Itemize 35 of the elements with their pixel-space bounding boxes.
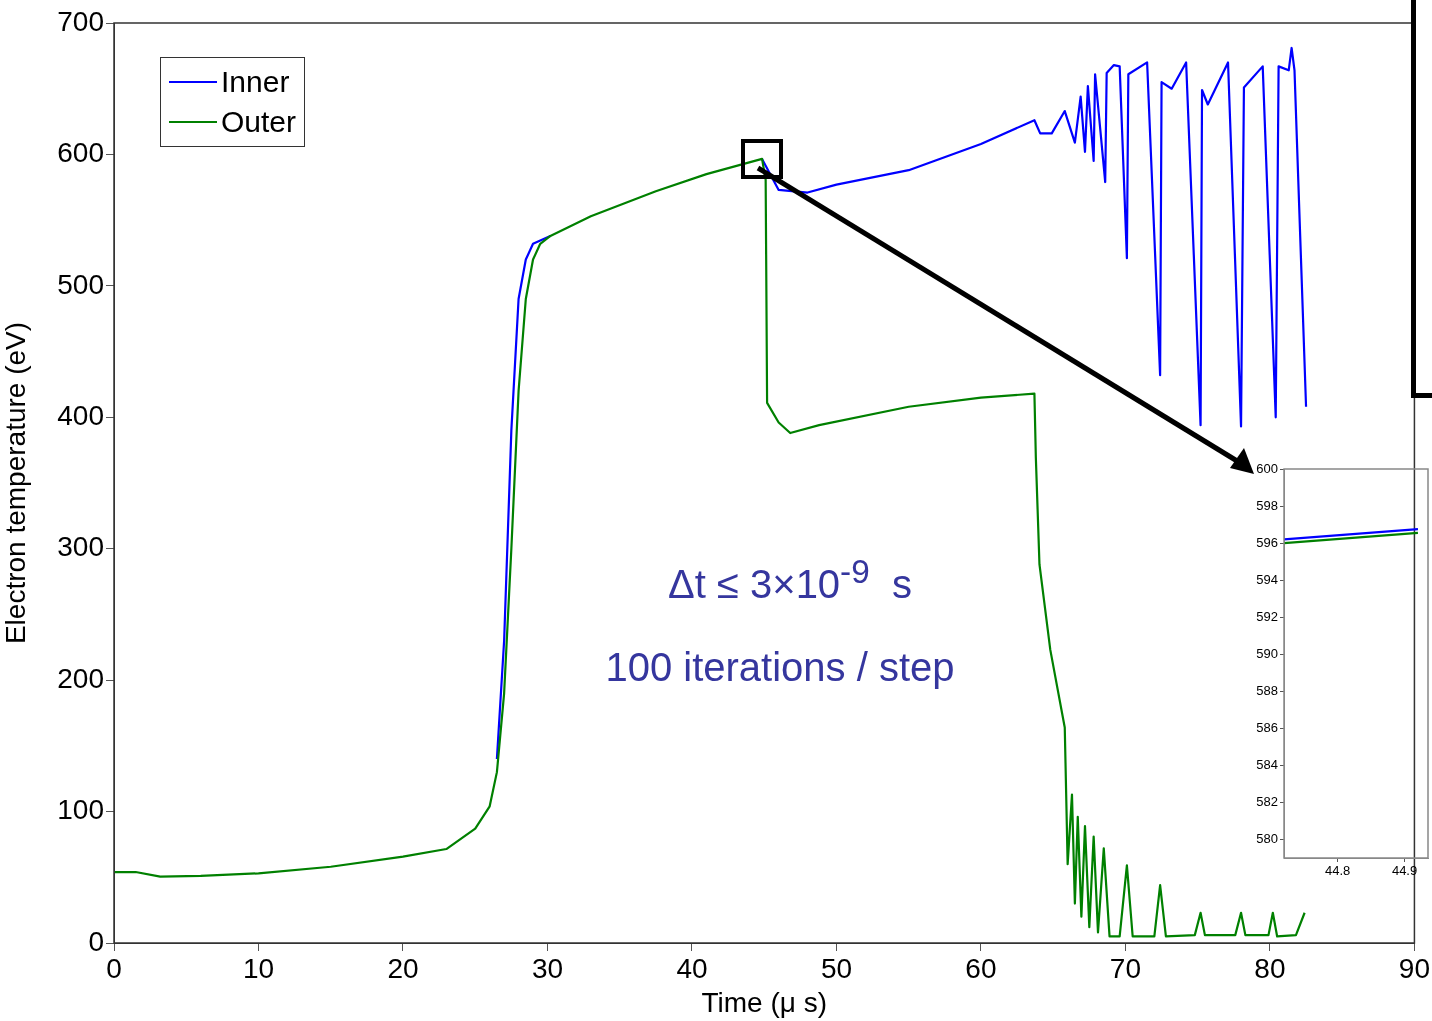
y-axis-title: Electron temperature (eV)	[0, 321, 31, 645]
y-tick-label: 400	[57, 400, 104, 431]
x-tick-label: 70	[1109, 952, 1142, 984]
x-tick-label: 10	[242, 952, 275, 984]
x-tick-label: 30	[531, 952, 564, 984]
x-axis-title: Time (μ s)	[701, 986, 827, 1018]
y-tick-label: 584	[1256, 756, 1278, 772]
legend-label: Outer	[221, 105, 297, 139]
annotation: 100 iterations / step	[605, 644, 955, 690]
x-tick-label: 20	[387, 952, 419, 984]
y-tick-label: 700	[57, 5, 104, 37]
x-tick-label: 40	[676, 952, 708, 984]
y-tick-label: 594	[1256, 571, 1278, 587]
annotation: Δt ≤ 3×10$^{-9}$ s	[668, 553, 912, 607]
legend-label: Inner	[221, 65, 290, 99]
y-tick-label: 588	[1256, 682, 1278, 698]
y-tick-label: 500	[57, 268, 104, 300]
y-tick-label: 600	[57, 137, 104, 169]
y-tick-label: 582	[1256, 794, 1278, 810]
y-tick-label: 300	[57, 531, 104, 563]
x-tick-label: 44.8	[1324, 863, 1351, 879]
x-tick-label: 50	[820, 952, 853, 984]
y-tick-label: 600	[1256, 460, 1278, 476]
x-tick-label: 90	[1398, 952, 1431, 984]
y-tick-label: 580	[1256, 831, 1278, 847]
y-tick-label: 0	[88, 925, 104, 957]
y-tick-label: 590	[1256, 645, 1278, 661]
y-tick-label: 100	[57, 794, 104, 826]
x-tick-label: 60	[965, 952, 997, 984]
y-tick-label: 596	[1256, 534, 1278, 550]
y-tick-label: 598	[1256, 497, 1278, 513]
y-tick-label: 200	[57, 662, 104, 694]
y-tick-label: 592	[1256, 608, 1278, 624]
y-tick-label: 586	[1256, 719, 1278, 735]
x-tick-label: 80	[1254, 952, 1286, 984]
